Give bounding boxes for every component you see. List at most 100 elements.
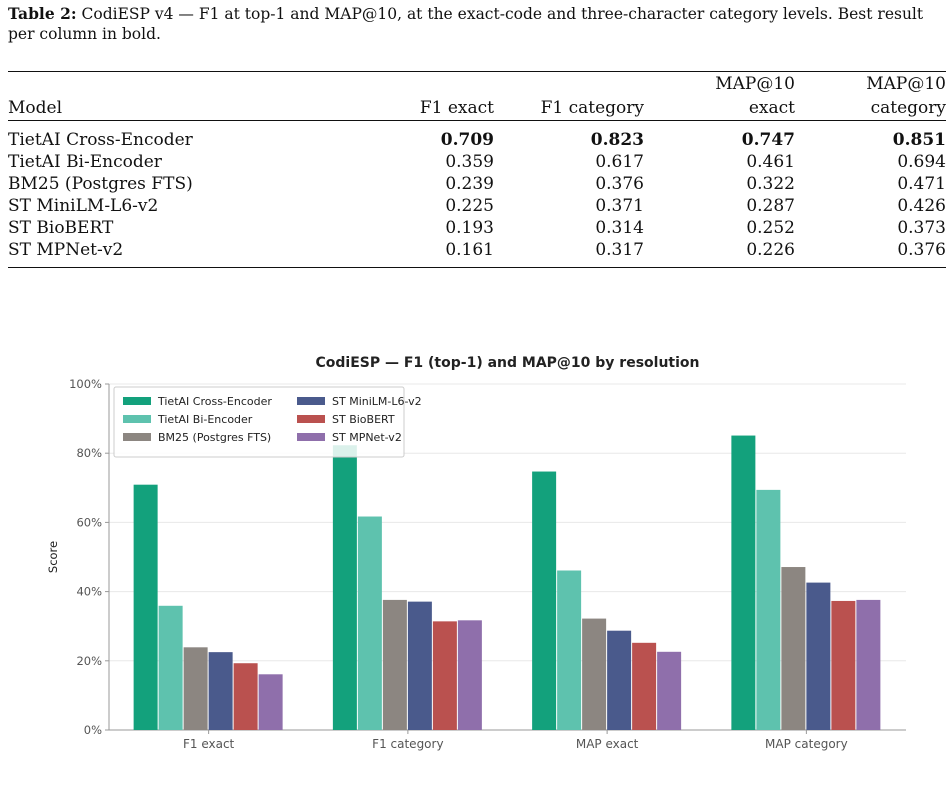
bar [856,599,881,730]
y-tick-label: 60% [76,515,102,529]
bar [357,516,382,730]
bar [432,621,457,730]
value-cell: 0.376 [795,239,946,268]
model-name-cell: TietAI Cross-Encoder [8,130,193,150]
value-cell: 0.225 [445,196,494,216]
bar [407,601,432,730]
header-cell [398,71,494,96]
legend-swatch [297,397,325,405]
x-tick-label: F1 exact [183,737,235,751]
y-tick-label: 0% [84,723,102,737]
value-cell: 0.709 [440,130,494,150]
bar [382,599,407,730]
bar [457,620,482,730]
bar [831,600,856,730]
bar [731,435,756,730]
legend-swatch [297,415,325,423]
header-cell [494,71,644,96]
x-tick-label: MAP exact [576,737,639,751]
bar [183,647,208,730]
value-cell: 0.314 [595,218,644,238]
value-cell: 0.287 [746,196,795,216]
y-tick-label: 80% [76,446,102,460]
value-cell: 0.359 [445,152,494,172]
header-cell: Model [8,96,398,121]
legend-swatch [123,415,151,423]
model-name-cell: TietAI Bi-Encoder [8,152,162,172]
value-cell: 0.317 [494,239,644,268]
header-cell: F1 category [494,96,644,121]
caption-label: Table 2: [8,4,77,23]
chart-title: CodiESP — F1 (top-1) and MAP@10 by resol… [315,355,699,371]
legend-label: TietAI Bi-Encoder [157,413,253,426]
legend-box [113,386,405,458]
table-row: ST MiniLM-L6-v2 0.225 0.371 0.287 0.426 [8,195,946,217]
legend-swatch [123,397,151,405]
value-cell: 0.322 [746,174,795,194]
value-cell: 0.239 [445,174,494,194]
table-body: TietAI Cross-Encoder 0.709 0.823 0.747 0.851… [8,121,946,268]
table-row: ST MPNet-v2 0.161 0.317 0.226 0.376 [8,239,946,268]
value-cell: 0.426 [897,196,946,216]
y-axis-label: Score [46,541,60,573]
model-name-cell: ST MiniLM-L6-v2 [8,196,159,216]
bar [532,471,557,730]
bar [557,570,582,730]
y-tick-label: 20% [76,654,102,668]
bar [657,651,682,730]
legend-label: TietAI Cross-Encoder [157,395,272,408]
value-cell: 0.694 [897,152,946,172]
table-row: TietAI Cross-Encoder 0.709 0.823 0.747 0.851 [8,121,946,152]
table-header-row-top: MAP@10 MAP@10 [8,71,946,96]
bar [582,618,607,730]
caption-text: CodiESP v4 — F1 at top-1 and MAP@10, at … [8,5,924,43]
x-tick-label: MAP category [765,737,848,751]
header-cell [8,71,398,96]
bar [607,630,632,730]
value-cell: 0.747 [741,130,795,150]
table-row: TietAI Bi-Encoder 0.359 0.617 0.461 0.694 [8,151,946,173]
y-tick-label: 40% [76,585,102,599]
model-name-cell: ST MPNet-v2 [8,239,398,268]
legend-label: ST MiniLM-L6-v2 [332,395,422,408]
header-cell: exact [644,96,795,121]
bar [756,489,781,730]
legend-swatch [123,433,151,441]
table-header-row-bottom: Model F1 exact F1 category exact categor… [8,96,946,121]
bar [258,674,283,730]
table-row: BM25 (Postgres FTS) 0.239 0.376 0.322 0.471 [8,173,946,195]
bar-chart: CodiESP — F1 (top-1) and MAP@10 by resol… [46,355,906,751]
value-cell: 0.471 [897,174,946,194]
legend-label: ST BioBERT [332,413,395,426]
bar [806,582,831,730]
header-cell: F1 exact [398,96,494,121]
table-caption: Table 2: CodiESP v4 — F1 at top-1 and MA… [8,4,946,44]
value-cell: 0.851 [892,130,946,150]
bar [208,652,233,730]
value-cell: 0.823 [590,130,644,150]
value-cell: 0.252 [746,218,795,238]
value-cell: 0.371 [595,196,644,216]
results-table: MAP@10 MAP@10 Model F1 exact F1 category… [8,71,946,268]
legend-swatch [297,433,325,441]
bar [781,567,806,730]
header-cell: MAP@10 [644,71,795,96]
legend-label: BM25 (Postgres FTS) [158,431,271,444]
value-cell: 0.161 [398,239,494,268]
value-cell: 0.461 [746,152,795,172]
bar [632,642,657,730]
legend-label: ST MPNet-v2 [332,431,402,444]
value-cell: 0.226 [644,239,795,268]
bar [233,663,258,730]
header-cell: category [795,96,946,121]
value-cell: 0.193 [445,218,494,238]
model-name-cell: ST BioBERT [8,218,114,238]
value-cell: 0.376 [595,174,644,194]
x-tick-label: F1 category [372,737,443,751]
model-name-cell: BM25 (Postgres FTS) [8,174,193,194]
y-tick-label: 100% [69,377,102,391]
table-row: ST BioBERT 0.193 0.314 0.252 0.373 [8,217,946,239]
value-cell: 0.617 [595,152,644,172]
value-cell: 0.373 [897,218,946,238]
bar [158,605,183,730]
